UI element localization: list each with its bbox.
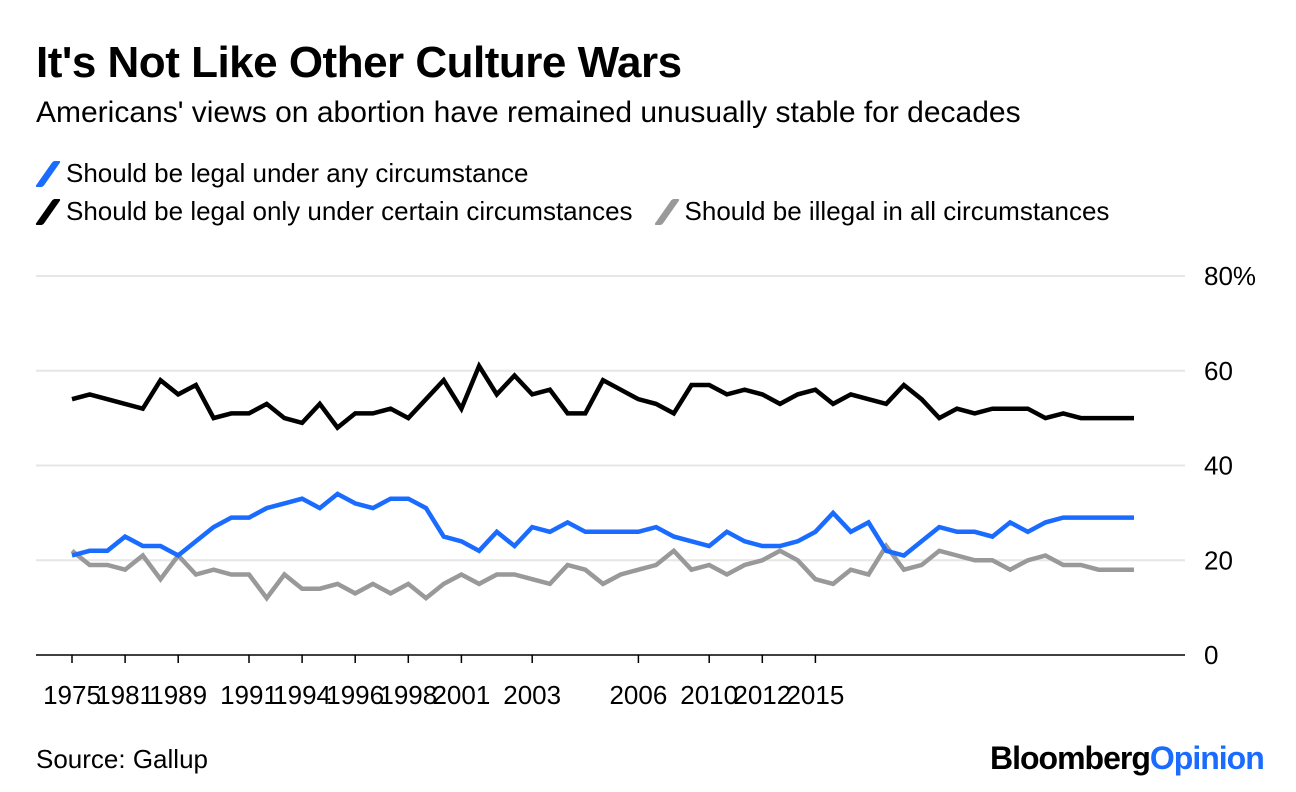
y-tick-label-0: 0 <box>1204 640 1218 670</box>
x-tick-label-2012: 2012 <box>733 680 791 710</box>
x-tick-label-1989: 1989 <box>149 680 207 710</box>
bloomberg-opinion-logo: BloombergOpinion <box>990 740 1265 776</box>
x-tick-label-2003: 2003 <box>503 680 561 710</box>
series-line-illegal <box>70 542 1134 602</box>
legend-row-1: Should be legal under any circumstance <box>34 158 551 189</box>
x-tick-label-2010: 2010 <box>680 680 738 710</box>
legend-swatch-any <box>34 160 62 187</box>
x-tick-label-2006: 2006 <box>609 680 667 710</box>
x-tick-label-1975: 1975 <box>43 680 101 710</box>
x-tick-label-2015: 2015 <box>786 680 844 710</box>
y-tick-label-40: 40 <box>1204 451 1233 481</box>
legend-label-illegal: Should be illegal in all circumstances <box>684 196 1110 226</box>
legend-item-illegal: Should be illegal in all circumstances <box>653 196 1110 227</box>
chart-subtitle: Americans' views on abortion have remain… <box>36 96 1021 129</box>
legend-item-any: Should be legal under any circumstance <box>34 158 529 189</box>
legend-label-any: Should be legal under any circumstance <box>66 158 529 188</box>
x-tick-label-2001: 2001 <box>432 680 490 710</box>
legend-row-2: Should be legal only under certain circu… <box>34 196 1131 227</box>
x-tick-label-1994: 1994 <box>273 680 331 710</box>
legend-label-certain: Should be legal only under certain circu… <box>66 196 633 226</box>
legend-item-certain: Should be legal only under certain circu… <box>34 196 633 227</box>
x-tick-label-1996: 1996 <box>326 680 384 710</box>
y-tick-label-80: 80% <box>1204 261 1256 291</box>
x-tick-label-1981: 1981 <box>96 680 154 710</box>
x-tick-label-1998: 1998 <box>379 680 437 710</box>
y-tick-label-60: 60 <box>1204 356 1233 386</box>
chart-title: It's Not Like Other Culture Wars <box>36 38 682 87</box>
legend-swatch-certain <box>34 198 62 225</box>
source-note: Source: Gallup <box>36 744 208 774</box>
series-line-any <box>71 491 1134 559</box>
series-line-certain <box>71 361 1134 431</box>
legend-swatch-illegal <box>653 198 680 225</box>
y-tick-label-20: 20 <box>1204 545 1233 575</box>
x-tick-label-1991: 1991 <box>220 680 278 710</box>
